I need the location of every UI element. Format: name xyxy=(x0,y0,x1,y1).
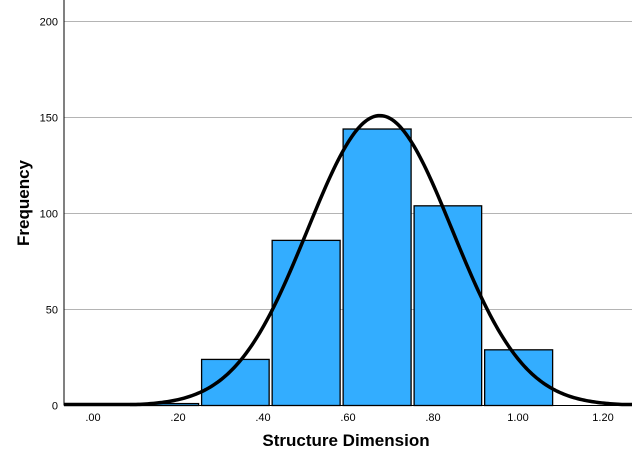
x-tick-label: 1.00 xyxy=(507,412,528,424)
x-tick-label: .40 xyxy=(255,412,270,424)
y-tick-label: 100 xyxy=(40,209,58,221)
bars xyxy=(129,128,554,407)
y-tick-labels: 0 50 100 150 200 xyxy=(40,17,58,413)
normal-curve xyxy=(64,113,632,407)
x-tick-label: .80 xyxy=(425,412,440,424)
x-tick-label: .20 xyxy=(170,412,185,424)
x-axis-label: Structure Dimension xyxy=(262,431,429,450)
histogram-bar xyxy=(413,205,483,407)
x-tick-label: .00 xyxy=(85,412,100,424)
y-tick-label: 50 xyxy=(46,305,58,317)
y-tick-label: 0 xyxy=(52,401,58,413)
x-tick-label: .60 xyxy=(340,412,355,424)
histogram-bar xyxy=(342,128,412,407)
x-tick-labels: .00 .20 .40 .60 .80 1.00 1.20 xyxy=(85,412,613,424)
histogram-bar xyxy=(271,239,341,407)
y-tick-label: 200 xyxy=(40,17,58,29)
y-axis-label: Frequency xyxy=(14,159,33,246)
y-tick-label: 150 xyxy=(40,113,58,125)
x-tick-label: 1.20 xyxy=(592,412,613,424)
